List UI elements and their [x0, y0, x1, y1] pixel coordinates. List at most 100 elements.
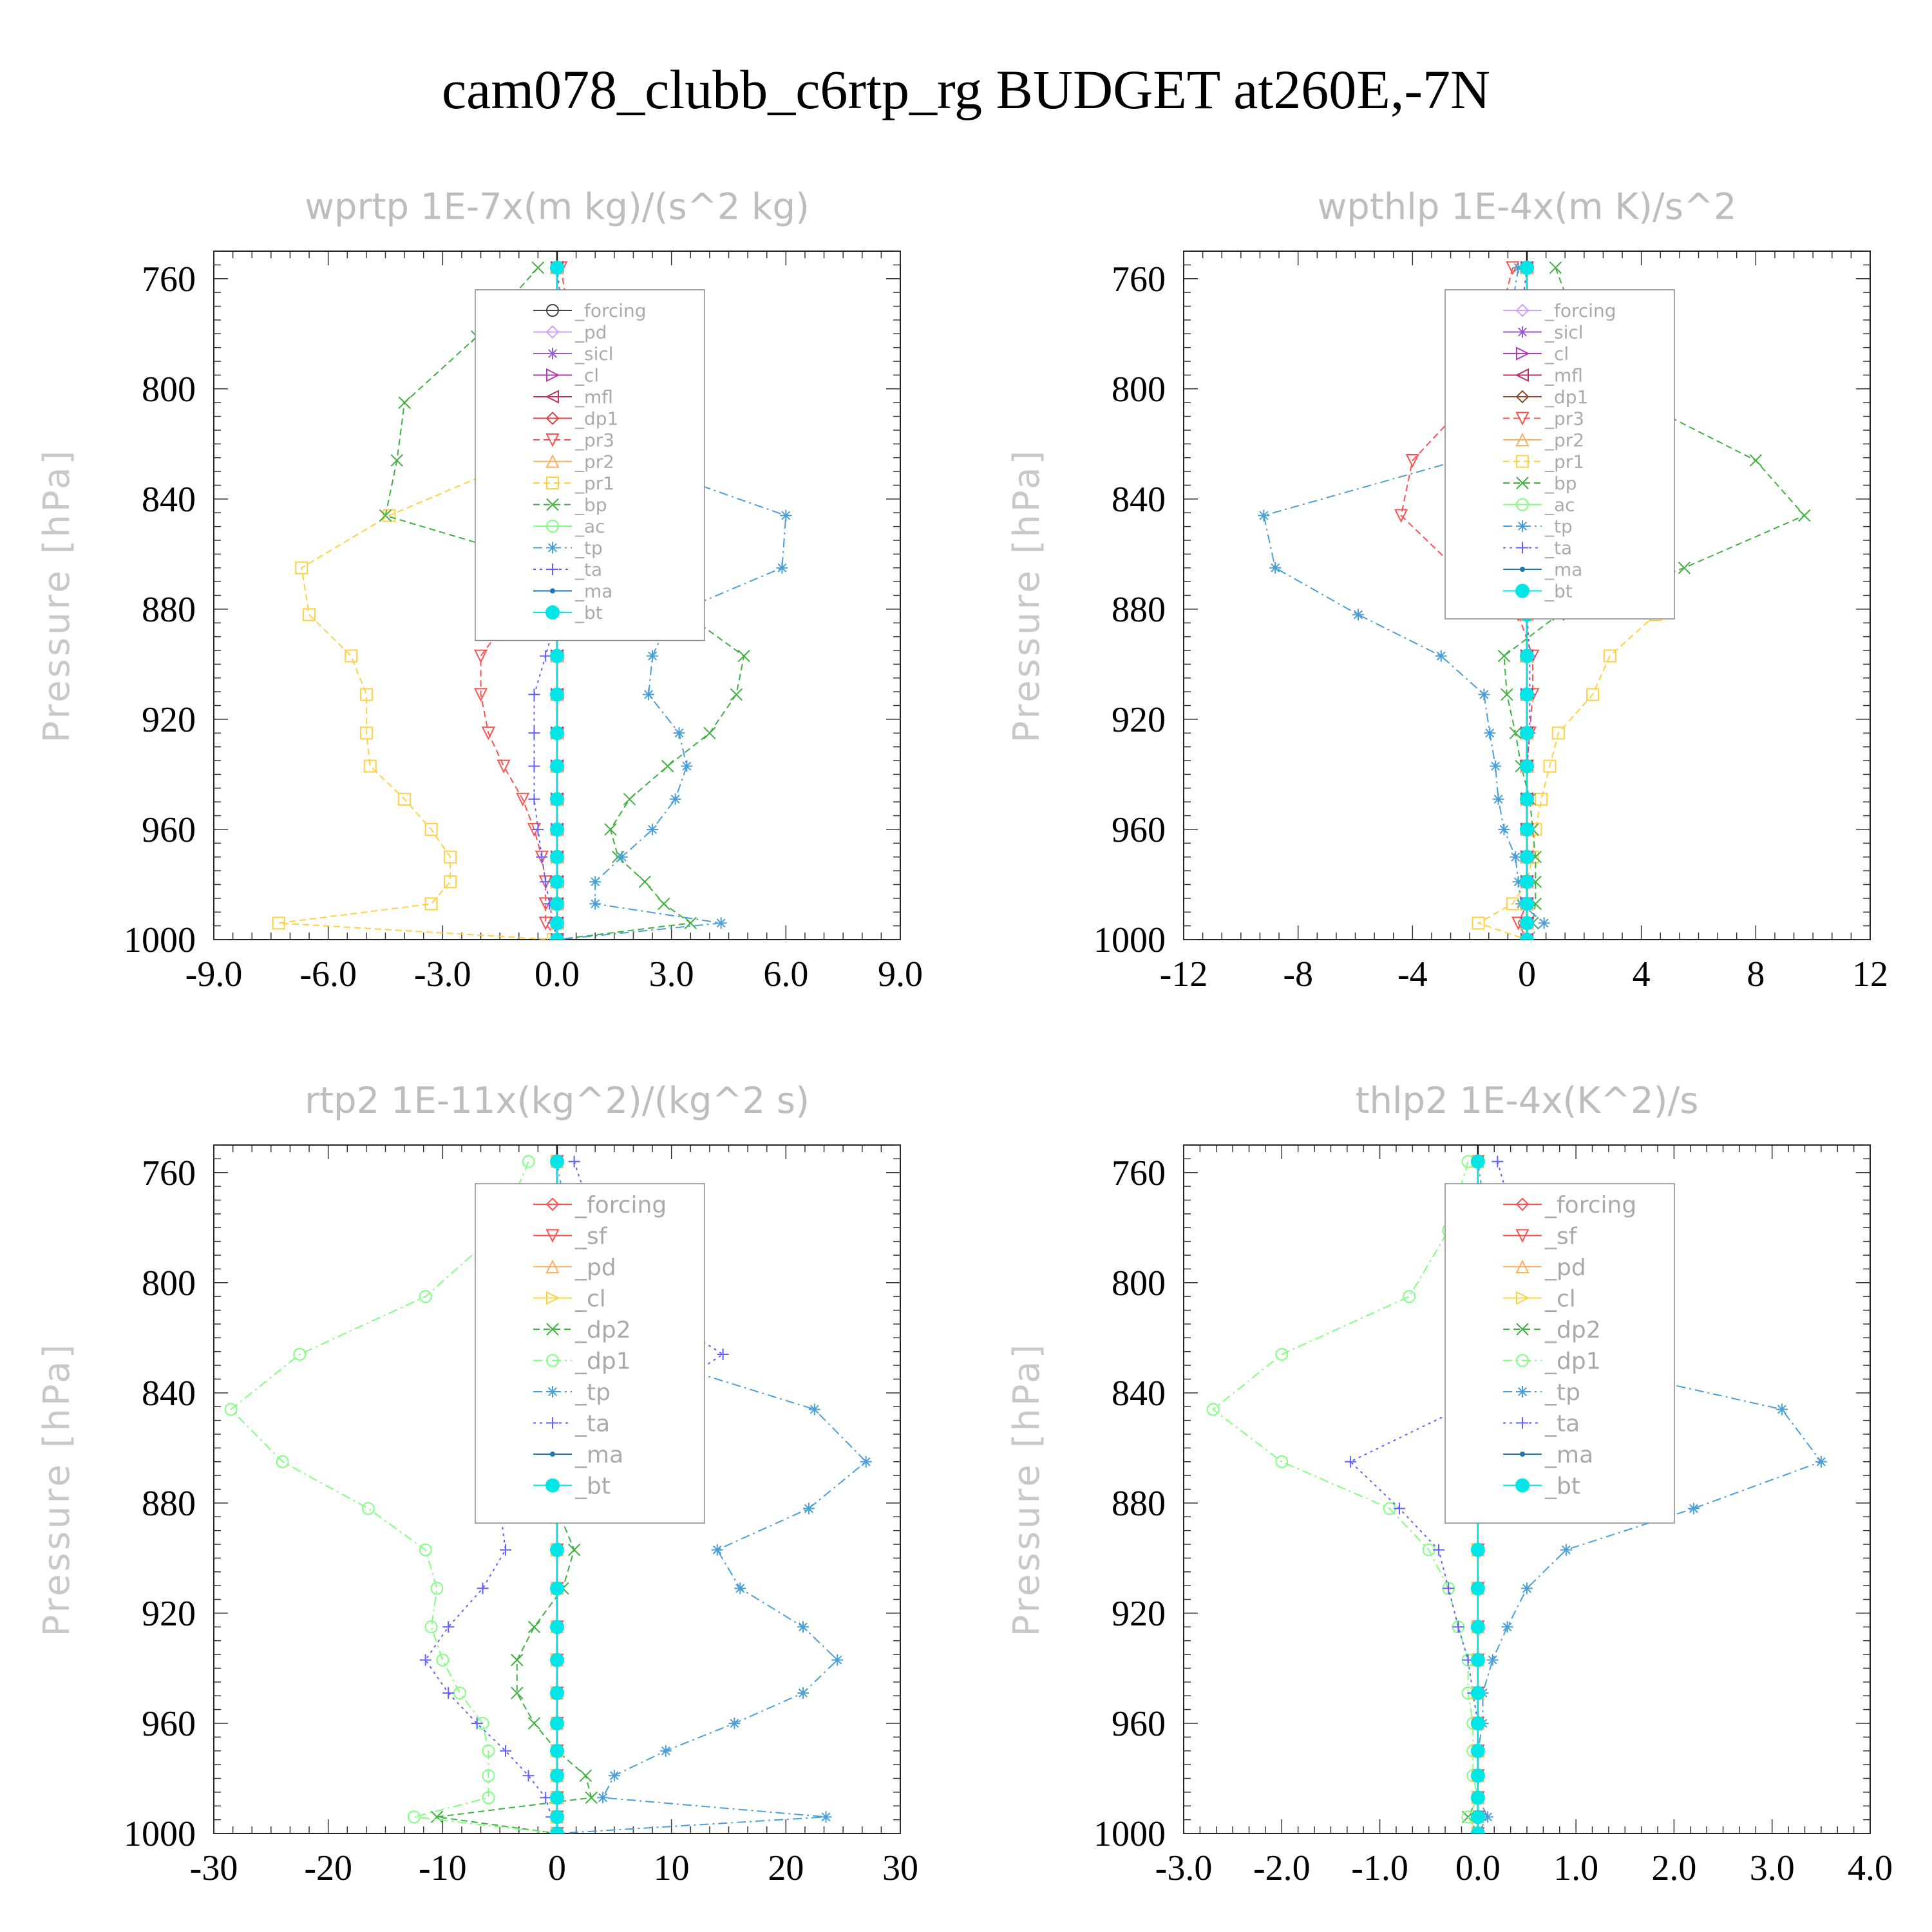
legend: _forcing _sf _pd _cl _dp2 _dp1 _tp _ta _ma _bt [1444, 1183, 1675, 1524]
legend-item: _pr3 [533, 430, 614, 451]
y-tick-label: 840 [1112, 1374, 1166, 1414]
y-tick-label: 1000 [1094, 920, 1166, 960]
legend-label: _mfl [1544, 365, 1583, 386]
data-point [550, 1768, 564, 1783]
legend-item: _ta [1503, 538, 1572, 559]
y-tick-label: 880 [142, 590, 196, 630]
legend-label: _dp1 [574, 408, 618, 430]
data-point [540, 650, 552, 662]
data-point [1470, 1790, 1485, 1805]
legend-marker [1516, 477, 1529, 489]
legend-marker [545, 1197, 560, 1211]
data-point [585, 1791, 598, 1804]
legend-label: _ta [574, 559, 602, 580]
data-point [398, 396, 411, 409]
data-point [511, 1687, 524, 1700]
legend-label: _ta [1544, 538, 1572, 559]
data-point [661, 759, 674, 773]
data-point [717, 1348, 729, 1360]
x-tick-label: 0 [548, 1848, 566, 1888]
x-tick-label: 6.0 [763, 954, 808, 994]
y-tick-label: 840 [1112, 480, 1166, 520]
data-point [1501, 1621, 1513, 1633]
data-point [361, 1502, 375, 1515]
data-point [1470, 1716, 1485, 1730]
y-tick-label: 760 [142, 260, 196, 299]
ticks [1183, 1144, 1871, 1834]
data-point [604, 823, 617, 836]
data-point [797, 1687, 809, 1699]
data-point [1520, 687, 1534, 702]
y-tick-label: 960 [142, 1704, 196, 1744]
legend-item: _dp2 [533, 1317, 631, 1343]
data-point [477, 1582, 489, 1595]
legend-marker [1517, 326, 1528, 338]
data-point [1549, 261, 1562, 274]
legend-label: _dp1 [574, 1349, 631, 1375]
y-axis-label: Pressure [hPa] [36, 448, 78, 743]
legend-marker [545, 1229, 560, 1243]
legend-marker [1516, 1291, 1530, 1305]
x-tick-label: 12 [1852, 954, 1888, 994]
legend-item: _pd [533, 322, 607, 343]
data-point [1560, 1544, 1572, 1556]
data-point [1490, 760, 1502, 772]
data-point [734, 1582, 746, 1595]
data-point [444, 850, 457, 864]
legend-marker [1515, 1478, 1530, 1493]
legend-marker [1515, 303, 1530, 317]
legend-box [1444, 289, 1675, 620]
legend-box [475, 1183, 705, 1524]
x-tick-label: -8 [1283, 954, 1313, 994]
data-point [531, 261, 545, 274]
legend-marker [1516, 1354, 1529, 1367]
y-tick-label: 800 [1112, 1264, 1166, 1303]
data-point [540, 876, 552, 888]
legend-marker [545, 325, 560, 339]
data-point [419, 1654, 431, 1666]
legend-item: _bt [1503, 1473, 1580, 1500]
series-bp [1497, 261, 1811, 940]
data-point [669, 793, 681, 805]
legend-box [1444, 1183, 1675, 1524]
data-point [579, 1769, 592, 1782]
legend-marker [1515, 583, 1530, 598]
data-point [608, 1770, 620, 1782]
data-point [647, 823, 659, 835]
y-tick-label: 1000 [124, 920, 196, 960]
series-line [1503, 267, 1806, 940]
data-point [430, 1582, 444, 1595]
data-point [1520, 260, 1534, 275]
legend-label: _sicl [574, 343, 614, 365]
legend-item: _dp1 [1503, 1349, 1601, 1375]
y-tick-label: 920 [142, 1594, 196, 1634]
legend-marker [547, 564, 558, 575]
legend-marker [546, 520, 559, 533]
x-tick-label: 0.0 [535, 954, 580, 994]
y-tick-label: 760 [1112, 260, 1166, 299]
legend-item: _sf [1503, 1224, 1578, 1250]
legend-label: _bt [574, 1473, 611, 1500]
legend-item: _forcing [533, 300, 647, 321]
data-point [1443, 1582, 1455, 1595]
legend-marker [546, 498, 559, 511]
legend-label: _tp [574, 538, 603, 559]
legend-marker [550, 1452, 555, 1457]
data-point [1520, 896, 1534, 911]
data-point [550, 1810, 564, 1824]
legend-label: _sf [574, 1224, 608, 1250]
legend-marker [1516, 346, 1530, 361]
data-point [407, 1810, 421, 1824]
legend-item: _dp2 [1503, 1317, 1601, 1343]
data-point [550, 1685, 564, 1700]
data-point [550, 896, 564, 911]
series-dp1 [1206, 1155, 1484, 1833]
data-point [303, 608, 316, 621]
y-tick-label: 760 [142, 1153, 196, 1193]
legend-item: _pr2 [1503, 430, 1584, 451]
data-point [1512, 261, 1524, 274]
data-point [363, 759, 377, 773]
data-point [1520, 933, 1534, 940]
legend-item: _ta [533, 559, 602, 580]
legend-marker [545, 605, 560, 620]
